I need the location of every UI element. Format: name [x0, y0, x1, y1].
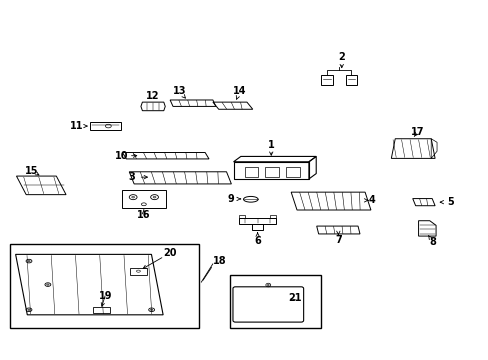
Text: 7: 7 — [334, 235, 341, 245]
Ellipse shape — [150, 309, 153, 310]
Text: 12: 12 — [146, 91, 160, 101]
Text: 14: 14 — [232, 86, 246, 96]
Ellipse shape — [28, 260, 30, 262]
Bar — [229, 275, 321, 328]
Text: 3: 3 — [128, 172, 135, 182]
Ellipse shape — [28, 309, 30, 310]
Ellipse shape — [131, 196, 134, 198]
Ellipse shape — [46, 284, 49, 285]
Text: 15: 15 — [25, 166, 39, 176]
Text: 4: 4 — [368, 195, 374, 205]
Text: 21: 21 — [287, 293, 301, 303]
Text: 19: 19 — [99, 291, 112, 301]
Ellipse shape — [153, 196, 156, 198]
Text: 6: 6 — [254, 236, 261, 246]
Text: 10: 10 — [115, 151, 128, 161]
Text: 16: 16 — [137, 210, 150, 220]
Bar — [264, 167, 278, 177]
Text: 20: 20 — [163, 248, 176, 258]
Text: 2: 2 — [338, 53, 345, 63]
Text: 9: 9 — [227, 194, 234, 204]
Text: 11: 11 — [70, 121, 83, 131]
Text: 5: 5 — [447, 197, 453, 207]
Text: 13: 13 — [172, 86, 186, 96]
Bar — [286, 167, 299, 177]
Bar — [10, 244, 199, 328]
Text: 1: 1 — [267, 140, 274, 150]
Text: 8: 8 — [429, 237, 436, 247]
Bar — [244, 167, 258, 177]
Text: 17: 17 — [410, 127, 424, 137]
Ellipse shape — [267, 284, 269, 286]
Text: 18: 18 — [212, 256, 226, 266]
